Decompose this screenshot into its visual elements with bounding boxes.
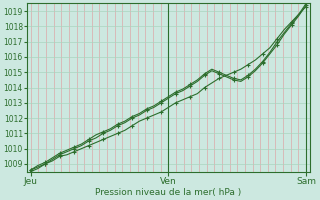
X-axis label: Pression niveau de la mer( hPa ): Pression niveau de la mer( hPa )	[95, 188, 242, 197]
